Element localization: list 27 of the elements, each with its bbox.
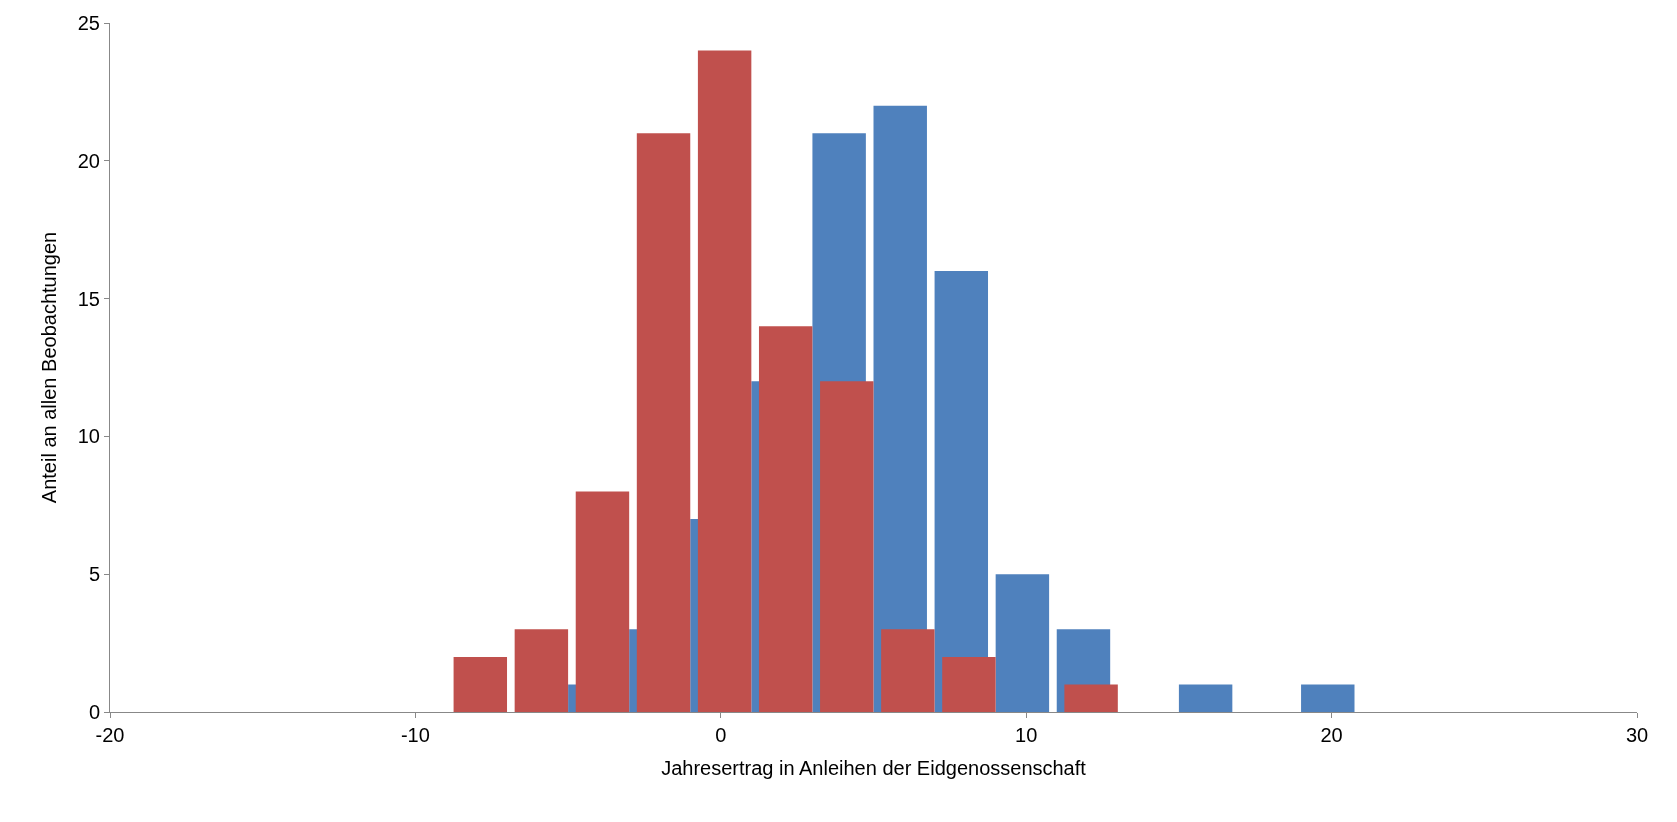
x-axis-title: Jahresertrag in Anleihen der Eidgenossenschaft [661, 756, 1087, 779]
bar [1064, 684, 1118, 712]
y-tick-label: 5 [88, 563, 100, 586]
bar [820, 381, 874, 712]
bar [1178, 684, 1233, 712]
bar [514, 629, 569, 712]
y-tick-label: 0 [88, 701, 100, 723]
bar [453, 656, 508, 712]
y-tick-label: 20 [77, 149, 100, 172]
x-tick-label: 0 [715, 724, 727, 746]
bar [697, 50, 752, 712]
x-tick-label: -20 [95, 724, 125, 746]
bar [636, 133, 691, 712]
y-tick-label: 15 [77, 287, 100, 310]
bar [995, 574, 1050, 712]
bar [575, 491, 630, 712]
bar [942, 656, 996, 712]
bar [758, 326, 813, 712]
y-axis-title: Anteil an allen Beobachtungen [38, 231, 61, 504]
x-tick-label: 30 [1625, 724, 1649, 746]
bar [1301, 684, 1355, 712]
y-tick-label: 25 [77, 12, 100, 34]
y-tick-label: 10 [77, 425, 100, 448]
x-tick-label: 20 [1320, 724, 1343, 746]
x-tick-label: -10 [400, 724, 430, 746]
x-tick-label: 10 [1015, 724, 1038, 746]
bar [881, 629, 935, 712]
